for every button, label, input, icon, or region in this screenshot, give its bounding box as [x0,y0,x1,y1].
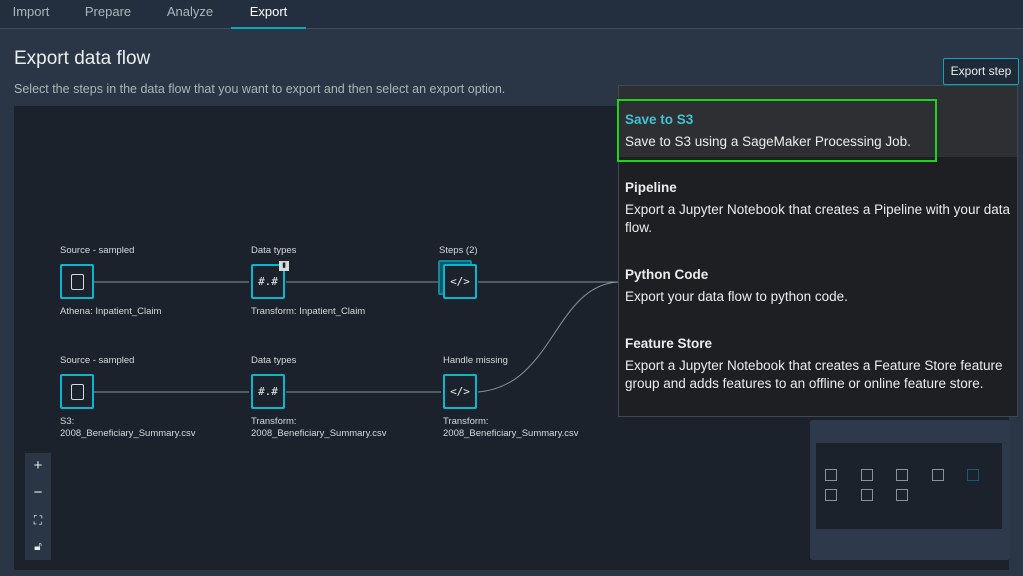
node-label: 2008_Beneficiary_Summary.csv [251,428,387,439]
node-label: Data types [251,355,297,366]
tab-import[interactable]: Import [12,4,50,19]
tab-analyze[interactable]: Analyze [166,4,214,19]
source-node[interactable] [60,374,94,409]
minimap-node [896,469,908,481]
flow-edges [94,281,619,393]
data-types-node[interactable]: #.# [251,374,285,409]
node-label: 2008_Beneficiary_Summary.csv [60,428,196,439]
lock-icon[interactable]: 🔓︎ [34,539,42,553]
option-feature-store[interactable]: Feature Store Export a Jupyter Notebook … [619,336,1017,393]
option-description: Export your data flow to python code. [625,289,848,304]
node-label: Source - sampled [60,355,135,366]
node-label: Transform: [443,416,489,427]
page-title: Export data flow [14,48,151,69]
export-options-menu: Save to S3 Save to S3 using a SageMaker … [618,85,1018,417]
file-icon [70,273,84,290]
minimap-node [932,469,944,481]
tab-prepare[interactable]: Prepare [84,4,132,19]
node-label: Transform: [251,416,297,427]
export-step-button[interactable]: Export step [943,58,1019,85]
option-description: Save to S3 using a SageMaker Processing … [625,134,911,149]
minimap-node [825,469,837,481]
tab-bar: Import Prepare Analyze Export [0,0,1023,29]
node-label: Source - sampled [60,245,135,256]
minimap-node [861,489,873,501]
node-label: Steps (2) [439,245,478,256]
code-icon: </> [450,385,470,398]
minimap-view [816,443,1002,529]
code-icon: </> [450,275,470,288]
option-python-code[interactable]: Python Code Export your data flow to pyt… [619,267,1017,306]
chart-badge-icon[interactable]: ▮ [279,261,289,271]
node-label: Data types [251,245,297,256]
node-label: Athena: Inpatient_Claim [60,306,162,317]
hash-icon: #.# [258,385,278,398]
option-pipeline[interactable]: Pipeline Export a Jupyter Notebook that … [619,180,1017,237]
steps-node[interactable]: </> [443,264,477,299]
file-icon [70,383,84,400]
option-description: Export a Jupyter Notebook that creates a… [625,202,1010,235]
node-label: S3: [60,416,75,427]
highlight-box [617,99,937,162]
option-title: Pipeline [625,180,677,195]
minimap-node [896,489,908,501]
page-subtitle: Select the steps in the data flow that y… [14,82,506,96]
option-title: Feature Store [625,336,713,351]
tab-export[interactable]: Export [231,0,306,29]
zoom-in-button[interactable]: + [33,457,43,474]
edge [477,281,619,393]
zoom-out-button[interactable]: − [33,484,43,501]
minimap[interactable] [810,420,1010,560]
option-save-to-s3[interactable]: Save to S3 Save to S3 using a SageMaker … [619,86,1017,157]
node-label: Transform: Inpatient_Claim [251,306,366,317]
option-title: Python Code [625,267,709,282]
node-label: 2008_Beneficiary_Summary.csv [443,428,579,439]
minimap-node [825,489,837,501]
node-label: Handle missing [443,355,508,366]
handle-missing-node[interactable]: </> [443,374,477,409]
zoom-controls: + − ⛶ 🔓︎ [25,453,51,560]
option-title: Save to S3 [625,112,694,127]
source-node[interactable] [60,264,94,299]
option-description: Export a Jupyter Notebook that creates a… [625,358,1003,391]
minimap-node [861,469,873,481]
fit-view-icon[interactable]: ⛶ [33,513,43,527]
minimap-node [967,469,979,481]
hash-icon: #.# [258,275,278,288]
